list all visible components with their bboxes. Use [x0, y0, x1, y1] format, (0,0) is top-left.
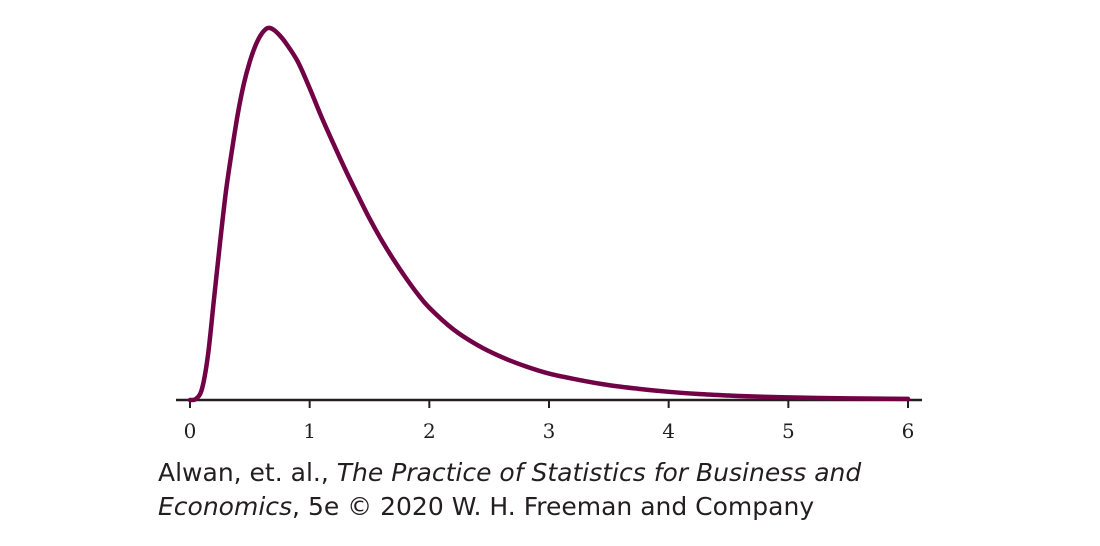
credit-book-title-part-2: Economics [158, 492, 293, 521]
x-tick-label-1: 1 [303, 419, 316, 443]
credit-line-1: Alwan, et. al., The Practice of Statisti… [158, 456, 1058, 490]
series-group [187, 25, 911, 403]
density-curve-line [187, 25, 911, 403]
credit-authors: Alwan, et. al., [158, 458, 337, 487]
x-tick-label-0: 0 [184, 419, 197, 443]
x-tick-label-6: 6 [902, 419, 915, 443]
x-axis-ticks: 0 1 2 3 4 5 6 [184, 400, 915, 443]
x-tick-label-3: 3 [543, 419, 556, 443]
credit-book-title-part-1: The Practice of Statistics for Business … [336, 458, 862, 487]
x-tick-label-2: 2 [423, 419, 436, 443]
credit-publisher: , 5e © 2020 W. H. Freeman and Company [292, 492, 815, 521]
x-tick-label-4: 4 [662, 419, 675, 443]
credit-line-2: Economics, 5e © 2020 W. H. Freeman and C… [158, 490, 1058, 524]
x-tick-label-5: 5 [782, 419, 795, 443]
